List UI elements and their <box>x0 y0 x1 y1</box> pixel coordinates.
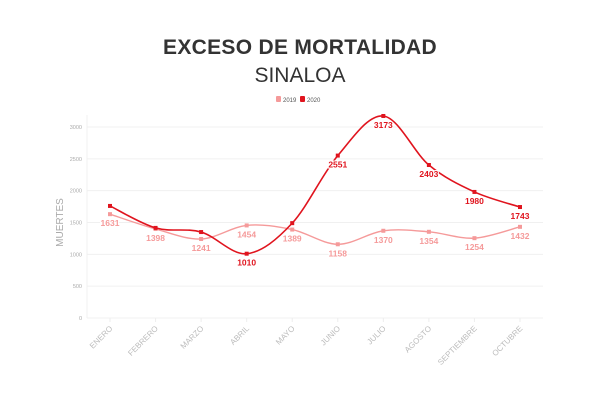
series-line-2019 <box>109 213 521 245</box>
x-tick-label: OCTUBRE <box>490 324 524 358</box>
legend-swatch-2019 <box>276 96 281 102</box>
data-point-2020 <box>426 163 431 168</box>
y-tick-label: 2500 <box>70 157 82 163</box>
y-tick-label: 0 <box>79 316 82 322</box>
data-point-2020 <box>153 225 158 230</box>
data-point-2020 <box>335 153 340 158</box>
x-tick-label: MARZO <box>179 324 206 351</box>
data-point-2019 <box>472 236 477 241</box>
data-label-2020: 1980 <box>465 196 484 206</box>
x-tick-label: FEBRERO <box>126 324 160 358</box>
data-label-2019: 1254 <box>465 242 484 252</box>
data-label-2020: 3173 <box>374 120 393 130</box>
chart-subtitle: SINALOA <box>254 64 346 87</box>
legend-label-2020: 2020 <box>307 98 321 104</box>
data-point-2020 <box>108 203 112 208</box>
y-tick-label: 3000 <box>70 125 82 131</box>
x-tick-label: JULIO <box>365 324 387 346</box>
data-label-2019: 1389 <box>283 234 302 244</box>
legend-label-2019: 2019 <box>283 98 297 104</box>
data-label-2019: 1631 <box>101 218 120 228</box>
data-point-2019 <box>108 212 112 217</box>
data-label-2019: 1432 <box>511 231 530 241</box>
data-label-2020: 2551 <box>328 160 347 170</box>
data-label-2020: 2403 <box>419 169 438 179</box>
data-label-2019: 1158 <box>329 248 348 258</box>
data-point-2019 <box>199 236 204 241</box>
data-point-2020 <box>381 113 386 118</box>
x-tick-label: SEPTIEMBRE <box>436 324 479 367</box>
data-point-2020 <box>472 189 477 194</box>
data-point-2020 <box>518 205 522 210</box>
data-label-2020: 1010 <box>237 258 256 268</box>
data-label-2019: 1454 <box>237 229 256 239</box>
data-point-2020 <box>244 251 249 256</box>
y-tick-label: 1000 <box>70 252 82 258</box>
y-tick-label: 1500 <box>70 221 82 227</box>
chart-title: EXCESO DE MORTALIDAD <box>163 36 437 59</box>
data-label-2019: 1354 <box>419 236 438 246</box>
data-point-2020 <box>199 230 204 235</box>
data-point-2019 <box>381 228 386 233</box>
x-tick-label: AGOSTO <box>403 324 433 354</box>
data-point-2019 <box>244 223 249 228</box>
y-tick-label: 2000 <box>70 189 82 195</box>
data-point-2019 <box>426 229 431 234</box>
y-tick-label: 500 <box>73 284 82 290</box>
data-point-2019 <box>290 227 295 232</box>
x-tick-label: ABRIL <box>228 324 251 347</box>
data-label-2019: 1398 <box>146 233 165 243</box>
series-line-2020 <box>109 115 521 255</box>
x-tick-label: JUNIO <box>319 324 342 347</box>
data-label-2020: 1743 <box>511 211 530 221</box>
x-tick-label: ENERO <box>88 324 114 350</box>
x-tick-label: MAYO <box>274 324 297 347</box>
data-label-2019: 1370 <box>374 235 393 245</box>
y-axis-label: MUERTES <box>55 198 66 247</box>
data-point-2019 <box>518 224 522 229</box>
legend-swatch-2020 <box>300 96 305 102</box>
data-point-2019 <box>335 242 340 247</box>
data-label-2019: 1241 <box>192 243 211 253</box>
data-point-2020 <box>290 221 295 226</box>
